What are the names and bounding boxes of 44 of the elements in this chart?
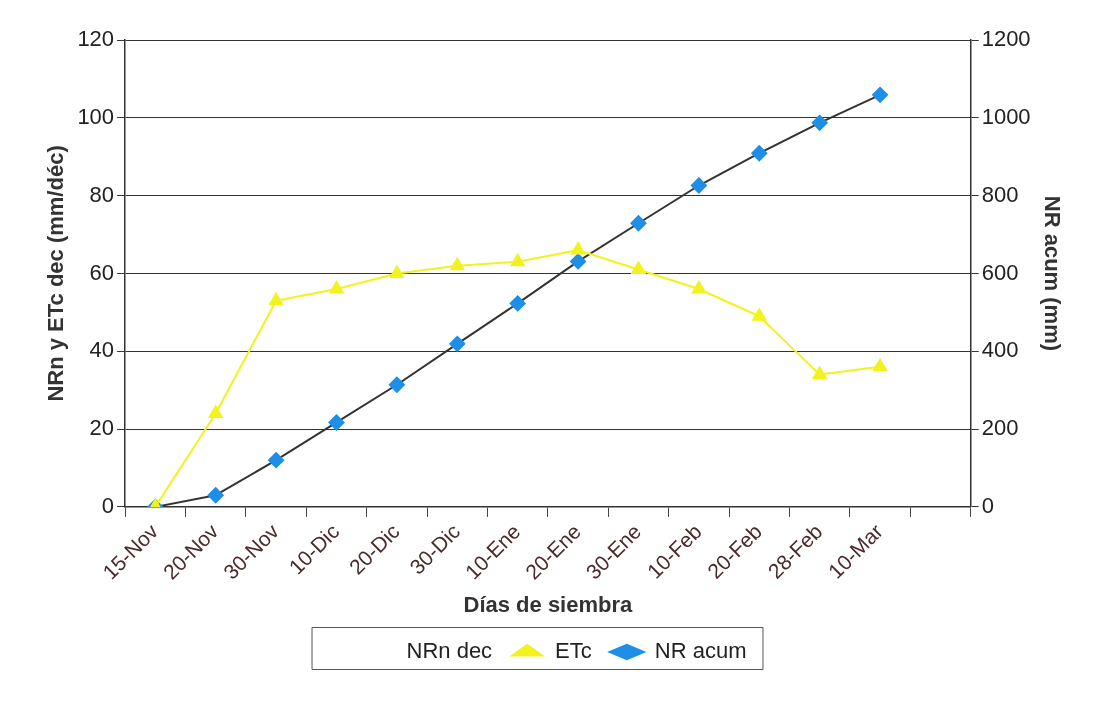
y-tick-label: 60 xyxy=(89,259,115,285)
point xyxy=(329,281,344,294)
point xyxy=(449,335,466,352)
point xyxy=(268,452,285,469)
x-axis-title: Días de siembra xyxy=(463,591,634,617)
point xyxy=(208,405,223,419)
y2-tick-label: 400 xyxy=(981,337,1019,363)
point xyxy=(389,265,404,278)
y-tick-label: 120 xyxy=(77,26,115,52)
point xyxy=(873,358,888,372)
point xyxy=(388,376,405,393)
point xyxy=(872,86,889,103)
y2-tick-label: 600 xyxy=(981,259,1019,285)
point xyxy=(811,114,828,131)
point xyxy=(812,366,827,380)
point xyxy=(509,295,526,312)
point xyxy=(570,253,587,270)
legend-label: NR acum xyxy=(654,638,747,664)
y2-tick-label: 0 xyxy=(981,492,994,518)
point xyxy=(510,253,525,267)
legend-label: ETc xyxy=(555,638,592,664)
point xyxy=(269,292,284,306)
y-tick-label: 0 xyxy=(101,492,115,518)
y-tick-label: 100 xyxy=(77,103,115,129)
point xyxy=(571,242,586,255)
y-tick-label: 80 xyxy=(89,181,115,207)
y-tick-label: 40 xyxy=(89,337,115,363)
point xyxy=(207,487,224,504)
point xyxy=(631,261,646,275)
point xyxy=(751,145,768,162)
point xyxy=(690,177,707,194)
y2-tick-label: 1000 xyxy=(981,103,1031,129)
y2-tick-label: 200 xyxy=(981,415,1019,441)
point xyxy=(691,281,706,294)
point xyxy=(328,414,345,431)
text: NRn dec xyxy=(406,638,493,664)
y2-tick-label: 1200 xyxy=(981,26,1031,52)
point xyxy=(450,257,465,271)
y-axis-title: NRn y ETc dec (mm/déc) xyxy=(43,145,69,402)
point xyxy=(752,308,767,321)
y-tick-label: 20 xyxy=(89,415,115,441)
point xyxy=(630,215,647,232)
y2-tick-label: 800 xyxy=(981,181,1019,207)
y2-axis-title: NR acum (mm) xyxy=(1039,195,1065,352)
